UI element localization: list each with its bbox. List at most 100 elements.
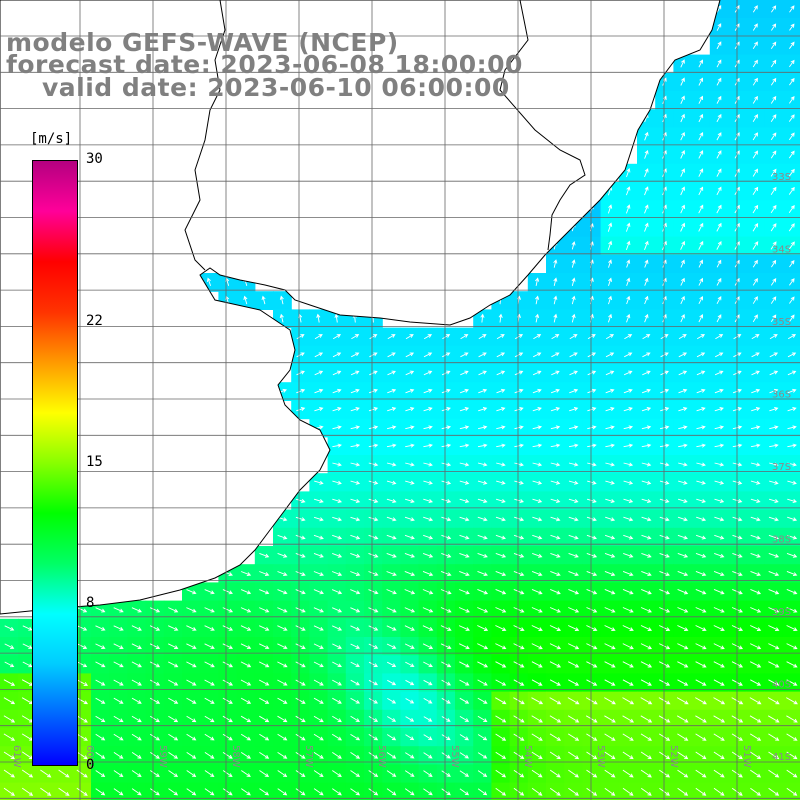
wind-arrow xyxy=(676,715,689,723)
wind-arrow xyxy=(240,625,252,631)
wind-arrow xyxy=(279,313,284,323)
wind-arrow xyxy=(716,59,722,68)
wind-arrow xyxy=(496,480,506,485)
wind-arrow xyxy=(750,588,762,595)
wind-arrow xyxy=(332,334,342,340)
wind-arrow xyxy=(626,168,631,178)
wind-arrow xyxy=(40,787,52,796)
wind-arrow xyxy=(243,295,248,305)
wind-arrow xyxy=(186,589,197,595)
wind-arrow xyxy=(752,296,758,304)
wind-arrow xyxy=(404,589,416,595)
wind-arrow xyxy=(314,370,324,376)
wind-arrow xyxy=(496,334,505,340)
wind-arrow xyxy=(459,425,470,430)
wind-arrow xyxy=(313,715,324,723)
wind-arrow xyxy=(95,607,106,613)
wind-arrow xyxy=(441,425,452,430)
wind-arrow xyxy=(477,552,488,558)
wind-arrow xyxy=(695,607,707,613)
wind-arrow xyxy=(295,661,306,668)
wind-arrow xyxy=(770,223,777,232)
wind-arrow xyxy=(532,407,542,412)
wind-arrow xyxy=(368,698,379,704)
wind-arrow xyxy=(404,516,415,522)
wind-arrow xyxy=(261,295,266,305)
wind-arrow xyxy=(622,570,634,577)
wind-arrow xyxy=(204,715,215,723)
wind-arrow xyxy=(168,715,179,723)
wind-arrow xyxy=(277,679,288,686)
wind-arrow xyxy=(786,552,798,558)
wind-arrow xyxy=(786,643,798,650)
wind-arrow xyxy=(332,425,342,430)
wind-arrow xyxy=(514,516,525,522)
wind-arrow xyxy=(441,716,451,722)
wind-vectors xyxy=(3,4,798,796)
wind-arrow xyxy=(587,334,596,340)
wind-arrow xyxy=(460,370,469,376)
wind-arrow xyxy=(459,407,470,412)
wind-arrow xyxy=(750,751,762,760)
wind-arrow xyxy=(768,516,779,522)
wind-arrow xyxy=(404,607,416,613)
wind-arrow xyxy=(768,643,780,650)
wind-arrow xyxy=(76,733,88,741)
wind-arrow xyxy=(770,204,777,214)
wind-arrow xyxy=(676,697,689,705)
wind-arrow xyxy=(626,313,631,323)
wind-arrow xyxy=(513,769,525,778)
wind-arrow xyxy=(608,277,613,286)
wind-arrow xyxy=(441,480,452,485)
wind-arrow xyxy=(404,770,415,777)
wind-arrow xyxy=(387,679,397,686)
wind-arrow xyxy=(696,388,706,394)
wind-arrow xyxy=(549,625,562,631)
wind-cell xyxy=(491,782,511,800)
wind-arrow xyxy=(477,697,488,704)
wind-arrow xyxy=(313,516,324,522)
wind-arrow xyxy=(277,643,288,650)
wind-arrow xyxy=(768,552,780,558)
wind-arrow xyxy=(350,498,361,503)
wind-arrow xyxy=(680,59,685,68)
wind-arrow xyxy=(714,443,725,448)
wind-arrow xyxy=(625,186,631,196)
wind-arrow xyxy=(752,186,759,195)
wind-arrow xyxy=(240,679,252,686)
wind-arrow xyxy=(241,788,251,796)
wind-arrow xyxy=(604,787,616,796)
wind-arrow xyxy=(680,259,685,268)
wind-arrow xyxy=(626,259,631,268)
wind-arrow xyxy=(770,296,777,304)
wind-arrow xyxy=(788,150,795,159)
wind-arrow xyxy=(623,516,634,522)
wind-arrow xyxy=(677,679,689,686)
wind-arrow xyxy=(186,661,197,668)
wind-arrow xyxy=(514,370,524,376)
latitude-label: 39S xyxy=(772,607,791,618)
wind-arrow xyxy=(368,661,379,667)
wind-arrow xyxy=(698,150,704,159)
wind-arrow xyxy=(696,425,706,430)
wind-arrow xyxy=(677,534,688,540)
wind-arrow xyxy=(350,734,361,741)
wind-arrow xyxy=(296,407,306,412)
wind-arrow xyxy=(625,240,631,251)
wind-arrow xyxy=(750,643,762,650)
wind-cell xyxy=(36,782,56,800)
wind-arrow xyxy=(58,769,70,778)
wind-arrow xyxy=(460,334,469,340)
wind-arrow xyxy=(459,770,470,777)
wind-arrow xyxy=(644,277,649,286)
wind-arrow xyxy=(131,625,142,631)
latitude-label: 35S xyxy=(772,317,791,328)
wind-arrow xyxy=(478,370,487,376)
wind-arrow xyxy=(513,751,525,760)
wind-cell xyxy=(218,782,238,800)
wind-arrow xyxy=(441,697,451,704)
wind-arrow xyxy=(769,370,779,376)
wind-arrow xyxy=(786,661,798,668)
wind-arrow xyxy=(277,589,288,595)
